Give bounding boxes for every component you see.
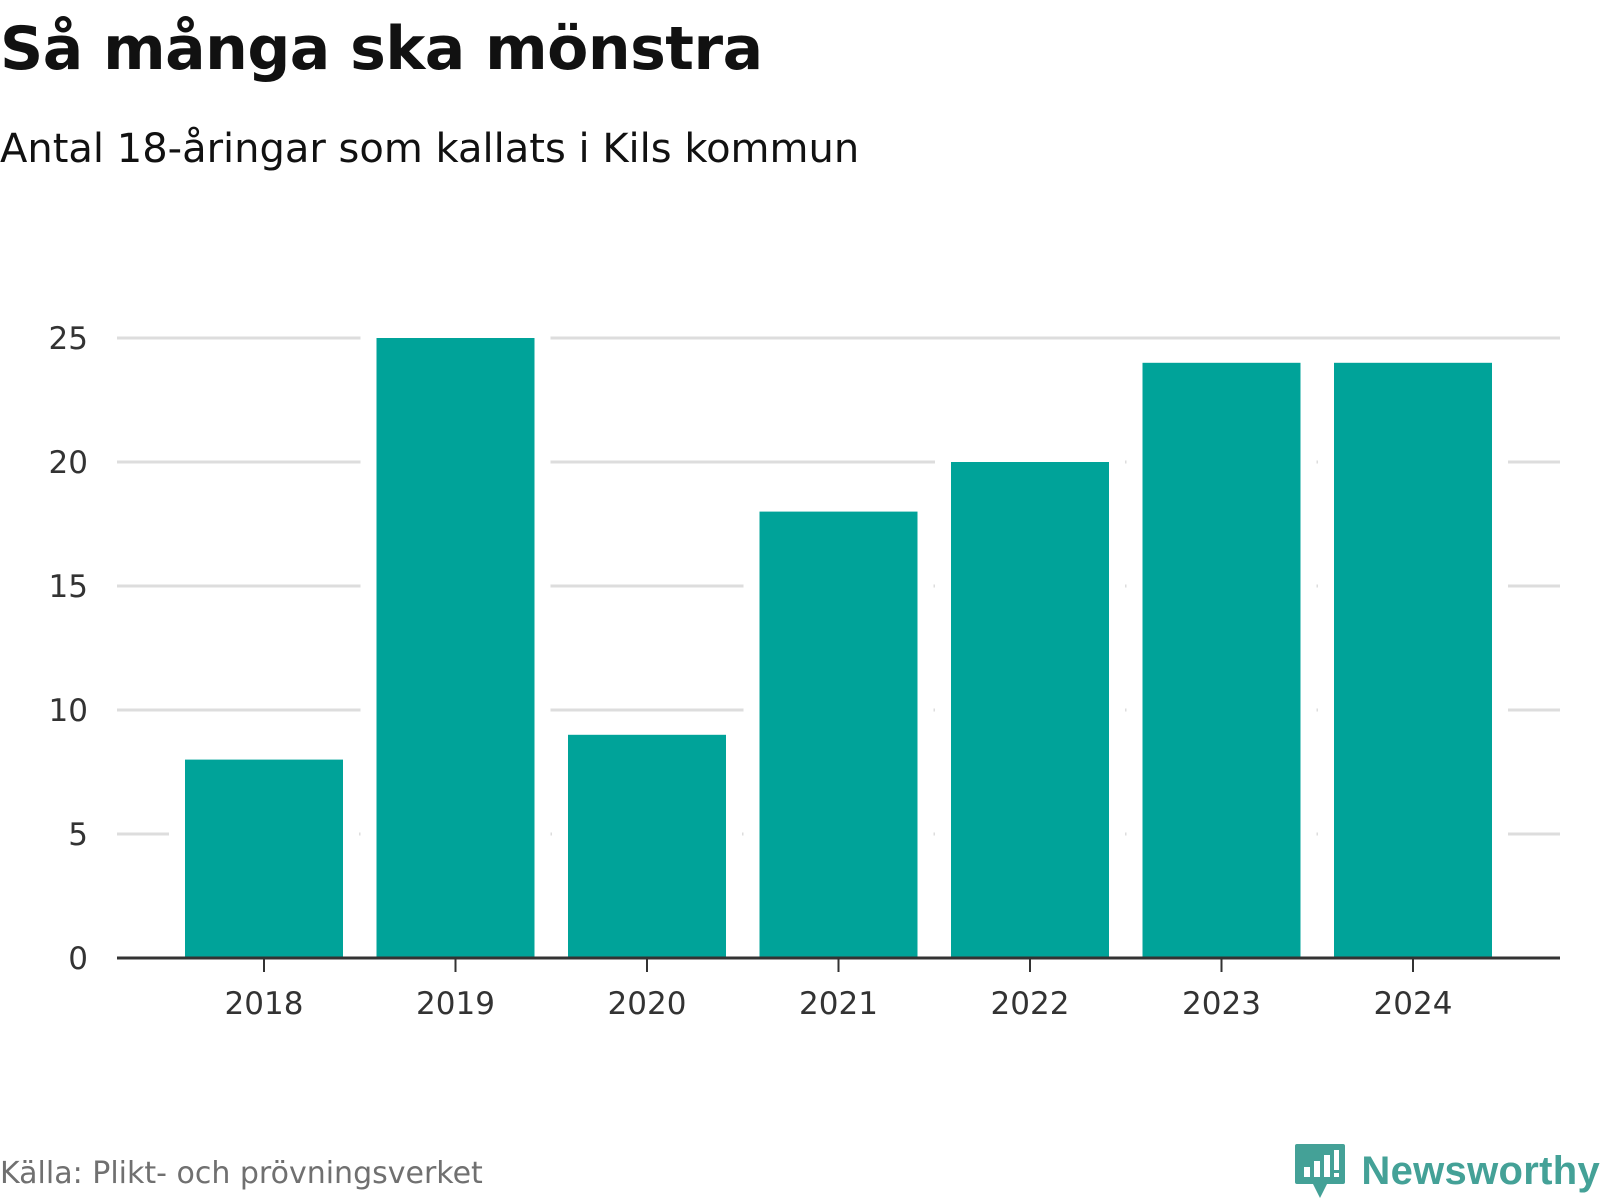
source-note: Källa: Plikt- och prövningsverket	[0, 1156, 483, 1191]
newsworthy-logo-icon	[1295, 1144, 1346, 1198]
chart-title: Så många ska mönstra	[0, 14, 763, 84]
y-tick-label: 10	[49, 693, 88, 729]
axes: 0 5 10 15 20 25 2018 2019 2020 2021 2022 2023 2024	[49, 321, 1560, 1022]
y-tick-label: 20	[49, 445, 88, 481]
bar-2019	[376, 338, 535, 958]
x-tick-label: 2018	[225, 986, 304, 1022]
chart-subtitle: Antal 18-åringar som kallats i Kils komm…	[0, 126, 860, 172]
bar-2021	[759, 511, 918, 958]
x-tick-label: 2023	[1182, 986, 1261, 1022]
x-tick-label: 2019	[416, 986, 495, 1022]
brand-logo: Newsworthy	[1293, 1142, 1600, 1200]
bar-2020	[568, 734, 726, 958]
bar-2022	[951, 462, 1109, 958]
bars	[169, 335, 1508, 958]
y-tick-label: 0	[68, 941, 88, 977]
bar-chart: 0 5 10 15 20 25 2018 2019 2020 2021 2022 2023 2024	[49, 321, 1560, 1022]
bar-2018	[185, 759, 343, 958]
brand-name: Newsworthy	[1361, 1148, 1600, 1193]
bar-2023	[1142, 362, 1301, 958]
y-tick-label: 25	[49, 321, 88, 357]
y-tick-label: 5	[68, 817, 88, 853]
x-tick-label: 2022	[991, 986, 1070, 1022]
bar-2024	[1334, 362, 1492, 958]
x-tick-label: 2020	[608, 986, 687, 1022]
x-tick-label: 2024	[1374, 986, 1453, 1022]
x-tick-label: 2021	[799, 986, 878, 1022]
y-tick-label: 15	[49, 569, 88, 605]
